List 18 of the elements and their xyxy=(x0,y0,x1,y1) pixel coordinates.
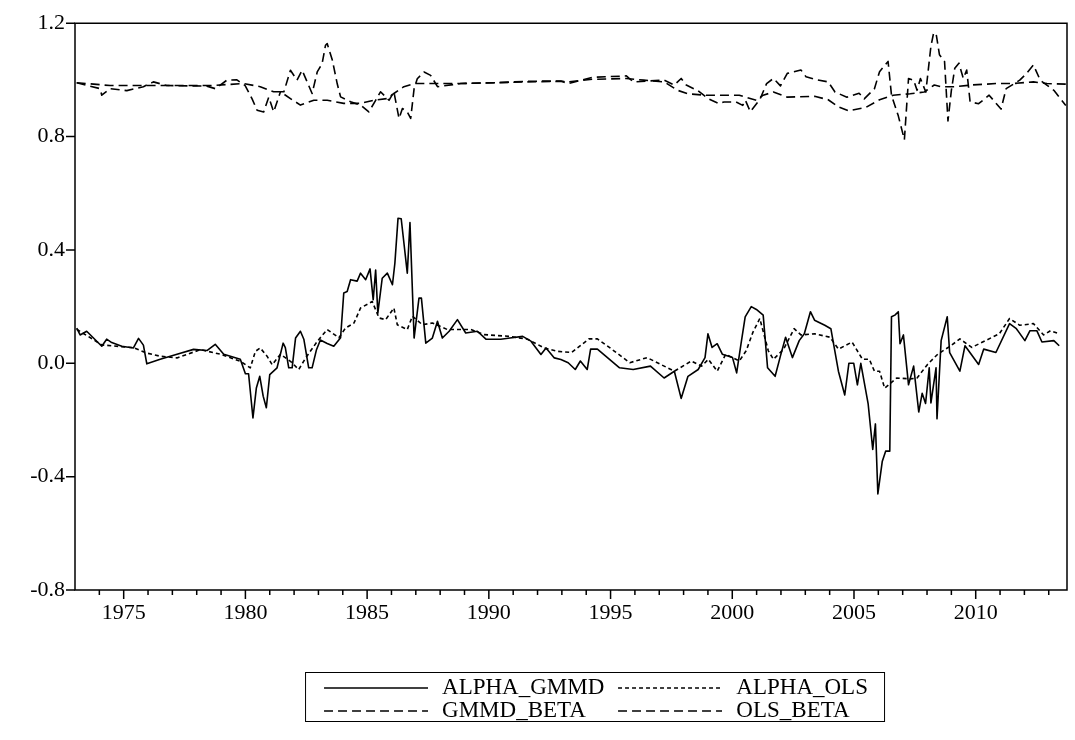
legend-label: ALPHA_OLS xyxy=(735,674,869,699)
x-tick-label: 2010 xyxy=(953,598,998,624)
y-tick-label: 0.8 xyxy=(37,122,65,148)
y-tick-label: 0.4 xyxy=(37,235,65,261)
x-tick-label: 1980 xyxy=(223,598,268,624)
y-tick-label: -0.4 xyxy=(30,462,65,488)
x-tick-label: 2000 xyxy=(710,598,755,624)
x-tick-label: 1975 xyxy=(101,598,146,624)
x-tick-label: 1985 xyxy=(345,598,390,624)
y-tick-label: 0.0 xyxy=(37,349,65,375)
legend-label: GMMD_BETA xyxy=(441,697,586,722)
legend-label: ALPHA_GMMD xyxy=(441,674,606,699)
y-tick-label: -0.8 xyxy=(30,575,65,601)
legend-label: OLS_BETA xyxy=(735,697,850,722)
x-tick-label: 1995 xyxy=(588,598,633,624)
x-tick-label: 1990 xyxy=(466,598,511,624)
y-tick-label: 1.2 xyxy=(37,8,65,34)
x-tick-label: 2005 xyxy=(831,598,876,624)
